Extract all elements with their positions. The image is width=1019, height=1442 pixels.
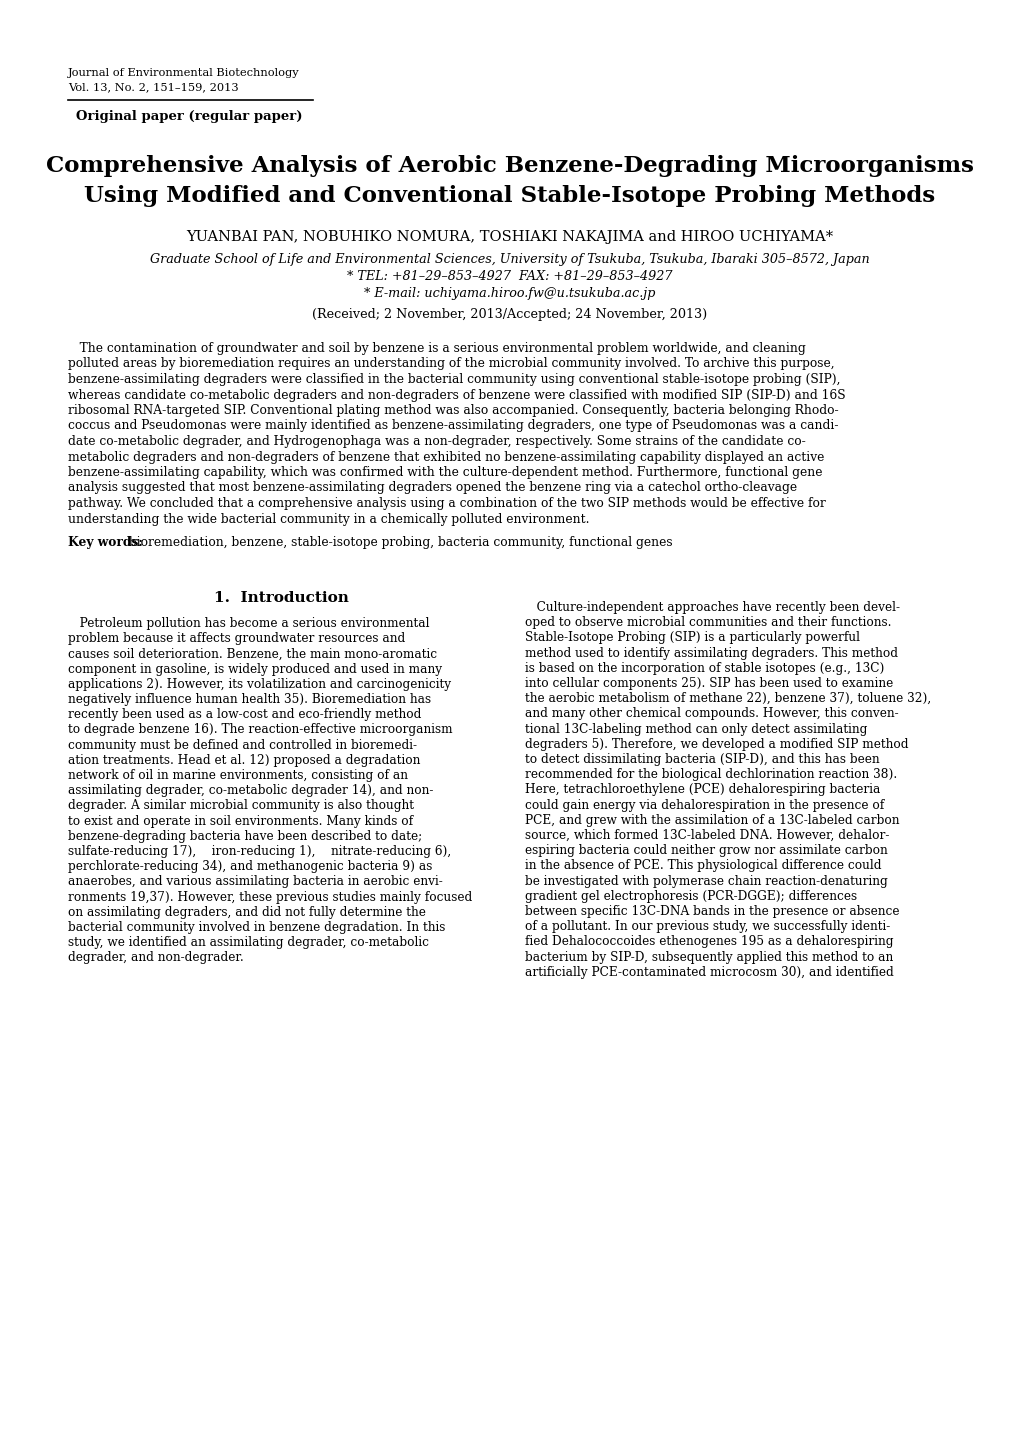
Text: Petroleum pollution has become a serious environmental: Petroleum pollution has become a serious… bbox=[68, 617, 429, 630]
Text: network of oil in marine environments, consisting of an: network of oil in marine environments, c… bbox=[68, 769, 408, 782]
Text: to degrade benzene 16). The reaction-effective microorganism: to degrade benzene 16). The reaction-eff… bbox=[68, 724, 452, 737]
Text: Journal of Environmental Biotechnology: Journal of Environmental Biotechnology bbox=[68, 68, 300, 78]
Text: benzene-assimilating degraders were classified in the bacterial community using : benzene-assimilating degraders were clas… bbox=[68, 373, 840, 386]
Text: degraders 5). Therefore, we developed a modified SIP method: degraders 5). Therefore, we developed a … bbox=[525, 738, 908, 751]
Text: Graduate School of Life and Environmental Sciences, University of Tsukuba, Tsuku: Graduate School of Life and Environmenta… bbox=[150, 252, 869, 265]
Text: could gain energy via dehalorespiration in the presence of: could gain energy via dehalorespiration … bbox=[525, 799, 883, 812]
Text: (Received; 2 November, 2013/Accepted; 24 November, 2013): (Received; 2 November, 2013/Accepted; 24… bbox=[312, 309, 707, 322]
Text: Key words:: Key words: bbox=[68, 536, 143, 549]
Text: recommended for the biological dechlorination reaction 38).: recommended for the biological dechlorin… bbox=[525, 769, 897, 782]
Text: ation treatments. Head et al. 12) proposed a degradation: ation treatments. Head et al. 12) propos… bbox=[68, 754, 420, 767]
Text: * E-mail: uchiyama.hiroo.fw@u.tsukuba.ac.jp: * E-mail: uchiyama.hiroo.fw@u.tsukuba.ac… bbox=[364, 287, 655, 300]
Text: method used to identify assimilating degraders. This method: method used to identify assimilating deg… bbox=[525, 646, 897, 659]
Text: is based on the incorporation of stable isotopes (e.g., 13C): is based on the incorporation of stable … bbox=[525, 662, 883, 675]
Text: source, which formed 13C-labeled DNA. However, dehalor-: source, which formed 13C-labeled DNA. Ho… bbox=[525, 829, 889, 842]
Text: perchlorate-reducing 34), and methanogenic bacteria 9) as: perchlorate-reducing 34), and methanogen… bbox=[68, 861, 432, 874]
Text: date co-metabolic degrader, and Hydrogenophaga was a non-degrader, respectively.: date co-metabolic degrader, and Hydrogen… bbox=[68, 435, 805, 448]
Text: ribosomal RNA-targeted SIP. Conventional plating method was also accompanied. Co: ribosomal RNA-targeted SIP. Conventional… bbox=[68, 404, 838, 417]
Text: oped to observe microbial communities and their functions.: oped to observe microbial communities an… bbox=[525, 616, 891, 629]
Text: bacterium by SIP-D, subsequently applied this method to an: bacterium by SIP-D, subsequently applied… bbox=[525, 950, 893, 963]
Text: Culture-independent approaches have recently been devel-: Culture-independent approaches have rece… bbox=[525, 601, 899, 614]
Text: of a pollutant. In our previous study, we successfully identi-: of a pollutant. In our previous study, w… bbox=[525, 920, 890, 933]
Text: applications 2). However, its volatilization and carcinogenicity: applications 2). However, its volatiliza… bbox=[68, 678, 450, 691]
Text: whereas candidate co-metabolic degraders and non-degraders of benzene were class: whereas candidate co-metabolic degraders… bbox=[68, 388, 845, 401]
Text: recently been used as a low-cost and eco-friendly method: recently been used as a low-cost and eco… bbox=[68, 708, 421, 721]
Text: anaerobes, and various assimilating bacteria in aerobic envi-: anaerobes, and various assimilating bact… bbox=[68, 875, 442, 888]
Text: degrader. A similar microbial community is also thought: degrader. A similar microbial community … bbox=[68, 799, 414, 812]
Text: coccus and Pseudomonas were mainly identified as benzene-assimilating degraders,: coccus and Pseudomonas were mainly ident… bbox=[68, 420, 838, 433]
Text: YUANBAI PAN, NOBUHIKO NOMURA, TOSHIAKI NAKAJIMA and HIROO UCHIYAMA*: YUANBAI PAN, NOBUHIKO NOMURA, TOSHIAKI N… bbox=[186, 231, 833, 244]
Text: polluted areas by bioremediation requires an understanding of the microbial comm: polluted areas by bioremediation require… bbox=[68, 358, 834, 371]
Text: 1.  Introduction: 1. Introduction bbox=[214, 591, 348, 606]
Text: negatively influence human health 35). Bioremediation has: negatively influence human health 35). B… bbox=[68, 694, 431, 707]
Text: sulfate-reducing 17),    iron-reducing 1),    nitrate-reducing 6),: sulfate-reducing 17), iron-reducing 1), … bbox=[68, 845, 450, 858]
Text: Here, tetrachloroethylene (PCE) dehalorespiring bacteria: Here, tetrachloroethylene (PCE) dehalore… bbox=[525, 783, 879, 796]
Text: espiring bacteria could neither grow nor assimilate carbon: espiring bacteria could neither grow nor… bbox=[525, 844, 887, 857]
Text: ronments 19,37). However, these previous studies mainly focused: ronments 19,37). However, these previous… bbox=[68, 891, 472, 904]
Text: into cellular components 25). SIP has been used to examine: into cellular components 25). SIP has be… bbox=[525, 676, 893, 691]
Text: be investigated with polymerase chain reaction-denaturing: be investigated with polymerase chain re… bbox=[525, 875, 887, 888]
Text: assimilating degrader, co-metabolic degrader 14), and non-: assimilating degrader, co-metabolic degr… bbox=[68, 784, 433, 797]
Text: * TEL: +81–29–853–4927  FAX: +81–29–853–4927: * TEL: +81–29–853–4927 FAX: +81–29–853–4… bbox=[346, 270, 673, 283]
Text: understanding the wide bacterial community in a chemically polluted environment.: understanding the wide bacterial communi… bbox=[68, 512, 589, 525]
Text: analysis suggested that most benzene-assimilating degraders opened the benzene r: analysis suggested that most benzene-ass… bbox=[68, 482, 796, 495]
Text: fied Dehalococcoides ethenogenes 195 as a dehalorespiring: fied Dehalococcoides ethenogenes 195 as … bbox=[525, 936, 893, 949]
Text: metabolic degraders and non-degraders of benzene that exhibited no benzene-assim: metabolic degraders and non-degraders of… bbox=[68, 450, 823, 463]
Text: bacterial community involved in benzene degradation. In this: bacterial community involved in benzene … bbox=[68, 921, 445, 934]
Text: to exist and operate in soil environments. Many kinds of: to exist and operate in soil environment… bbox=[68, 815, 413, 828]
Text: community must be defined and controlled in bioremedi-: community must be defined and controlled… bbox=[68, 738, 417, 751]
Text: Comprehensive Analysis of Aerobic Benzene-Degrading Microorganisms: Comprehensive Analysis of Aerobic Benzen… bbox=[46, 154, 973, 177]
Text: Vol. 13, No. 2, 151–159, 2013: Vol. 13, No. 2, 151–159, 2013 bbox=[68, 82, 238, 92]
Text: component in gasoline, is widely produced and used in many: component in gasoline, is widely produce… bbox=[68, 663, 441, 676]
Text: in the absence of PCE. This physiological difference could: in the absence of PCE. This physiologica… bbox=[525, 859, 880, 872]
Text: artificially PCE-contaminated microcosm 30), and identified: artificially PCE-contaminated microcosm … bbox=[525, 966, 893, 979]
Text: The contamination of groundwater and soil by benzene is a serious environmental : The contamination of groundwater and soi… bbox=[68, 342, 805, 355]
Text: bioremediation, benzene, stable-isotope probing, bacteria community, functional : bioremediation, benzene, stable-isotope … bbox=[125, 536, 672, 549]
Text: problem because it affects groundwater resources and: problem because it affects groundwater r… bbox=[68, 632, 405, 645]
Text: Using Modified and Conventional Stable-Isotope Probing Methods: Using Modified and Conventional Stable-I… bbox=[85, 185, 934, 208]
Text: to detect dissimilating bacteria (SIP-D), and this has been: to detect dissimilating bacteria (SIP-D)… bbox=[525, 753, 878, 766]
Text: and many other chemical compounds. However, this conven-: and many other chemical compounds. Howev… bbox=[525, 708, 898, 721]
Text: between specific 13C-DNA bands in the presence or absence: between specific 13C-DNA bands in the pr… bbox=[525, 906, 899, 919]
Text: Original paper (regular paper): Original paper (regular paper) bbox=[76, 110, 303, 123]
Text: benzene-assimilating capability, which was confirmed with the culture-dependent : benzene-assimilating capability, which w… bbox=[68, 466, 821, 479]
Text: pathway. We concluded that a comprehensive analysis using a combination of the t: pathway. We concluded that a comprehensi… bbox=[68, 497, 825, 510]
Text: causes soil deterioration. Benzene, the main mono-aromatic: causes soil deterioration. Benzene, the … bbox=[68, 647, 437, 660]
Text: benzene-degrading bacteria have been described to date;: benzene-degrading bacteria have been des… bbox=[68, 829, 422, 842]
Text: PCE, and grew with the assimilation of a 13C-labeled carbon: PCE, and grew with the assimilation of a… bbox=[525, 813, 899, 826]
Text: the aerobic metabolism of methane 22), benzene 37), toluene 32),: the aerobic metabolism of methane 22), b… bbox=[525, 692, 930, 705]
Text: gradient gel electrophoresis (PCR-DGGE); differences: gradient gel electrophoresis (PCR-DGGE);… bbox=[525, 890, 856, 903]
Text: tional 13C-labeling method can only detect assimilating: tional 13C-labeling method can only dete… bbox=[525, 722, 866, 735]
Text: degrader, and non-degrader.: degrader, and non-degrader. bbox=[68, 952, 244, 965]
Text: study, we identified an assimilating degrader, co-metabolic: study, we identified an assimilating deg… bbox=[68, 936, 429, 949]
Text: on assimilating degraders, and did not fully determine the: on assimilating degraders, and did not f… bbox=[68, 906, 426, 919]
Text: Stable-Isotope Probing (SIP) is a particularly powerful: Stable-Isotope Probing (SIP) is a partic… bbox=[525, 632, 859, 645]
